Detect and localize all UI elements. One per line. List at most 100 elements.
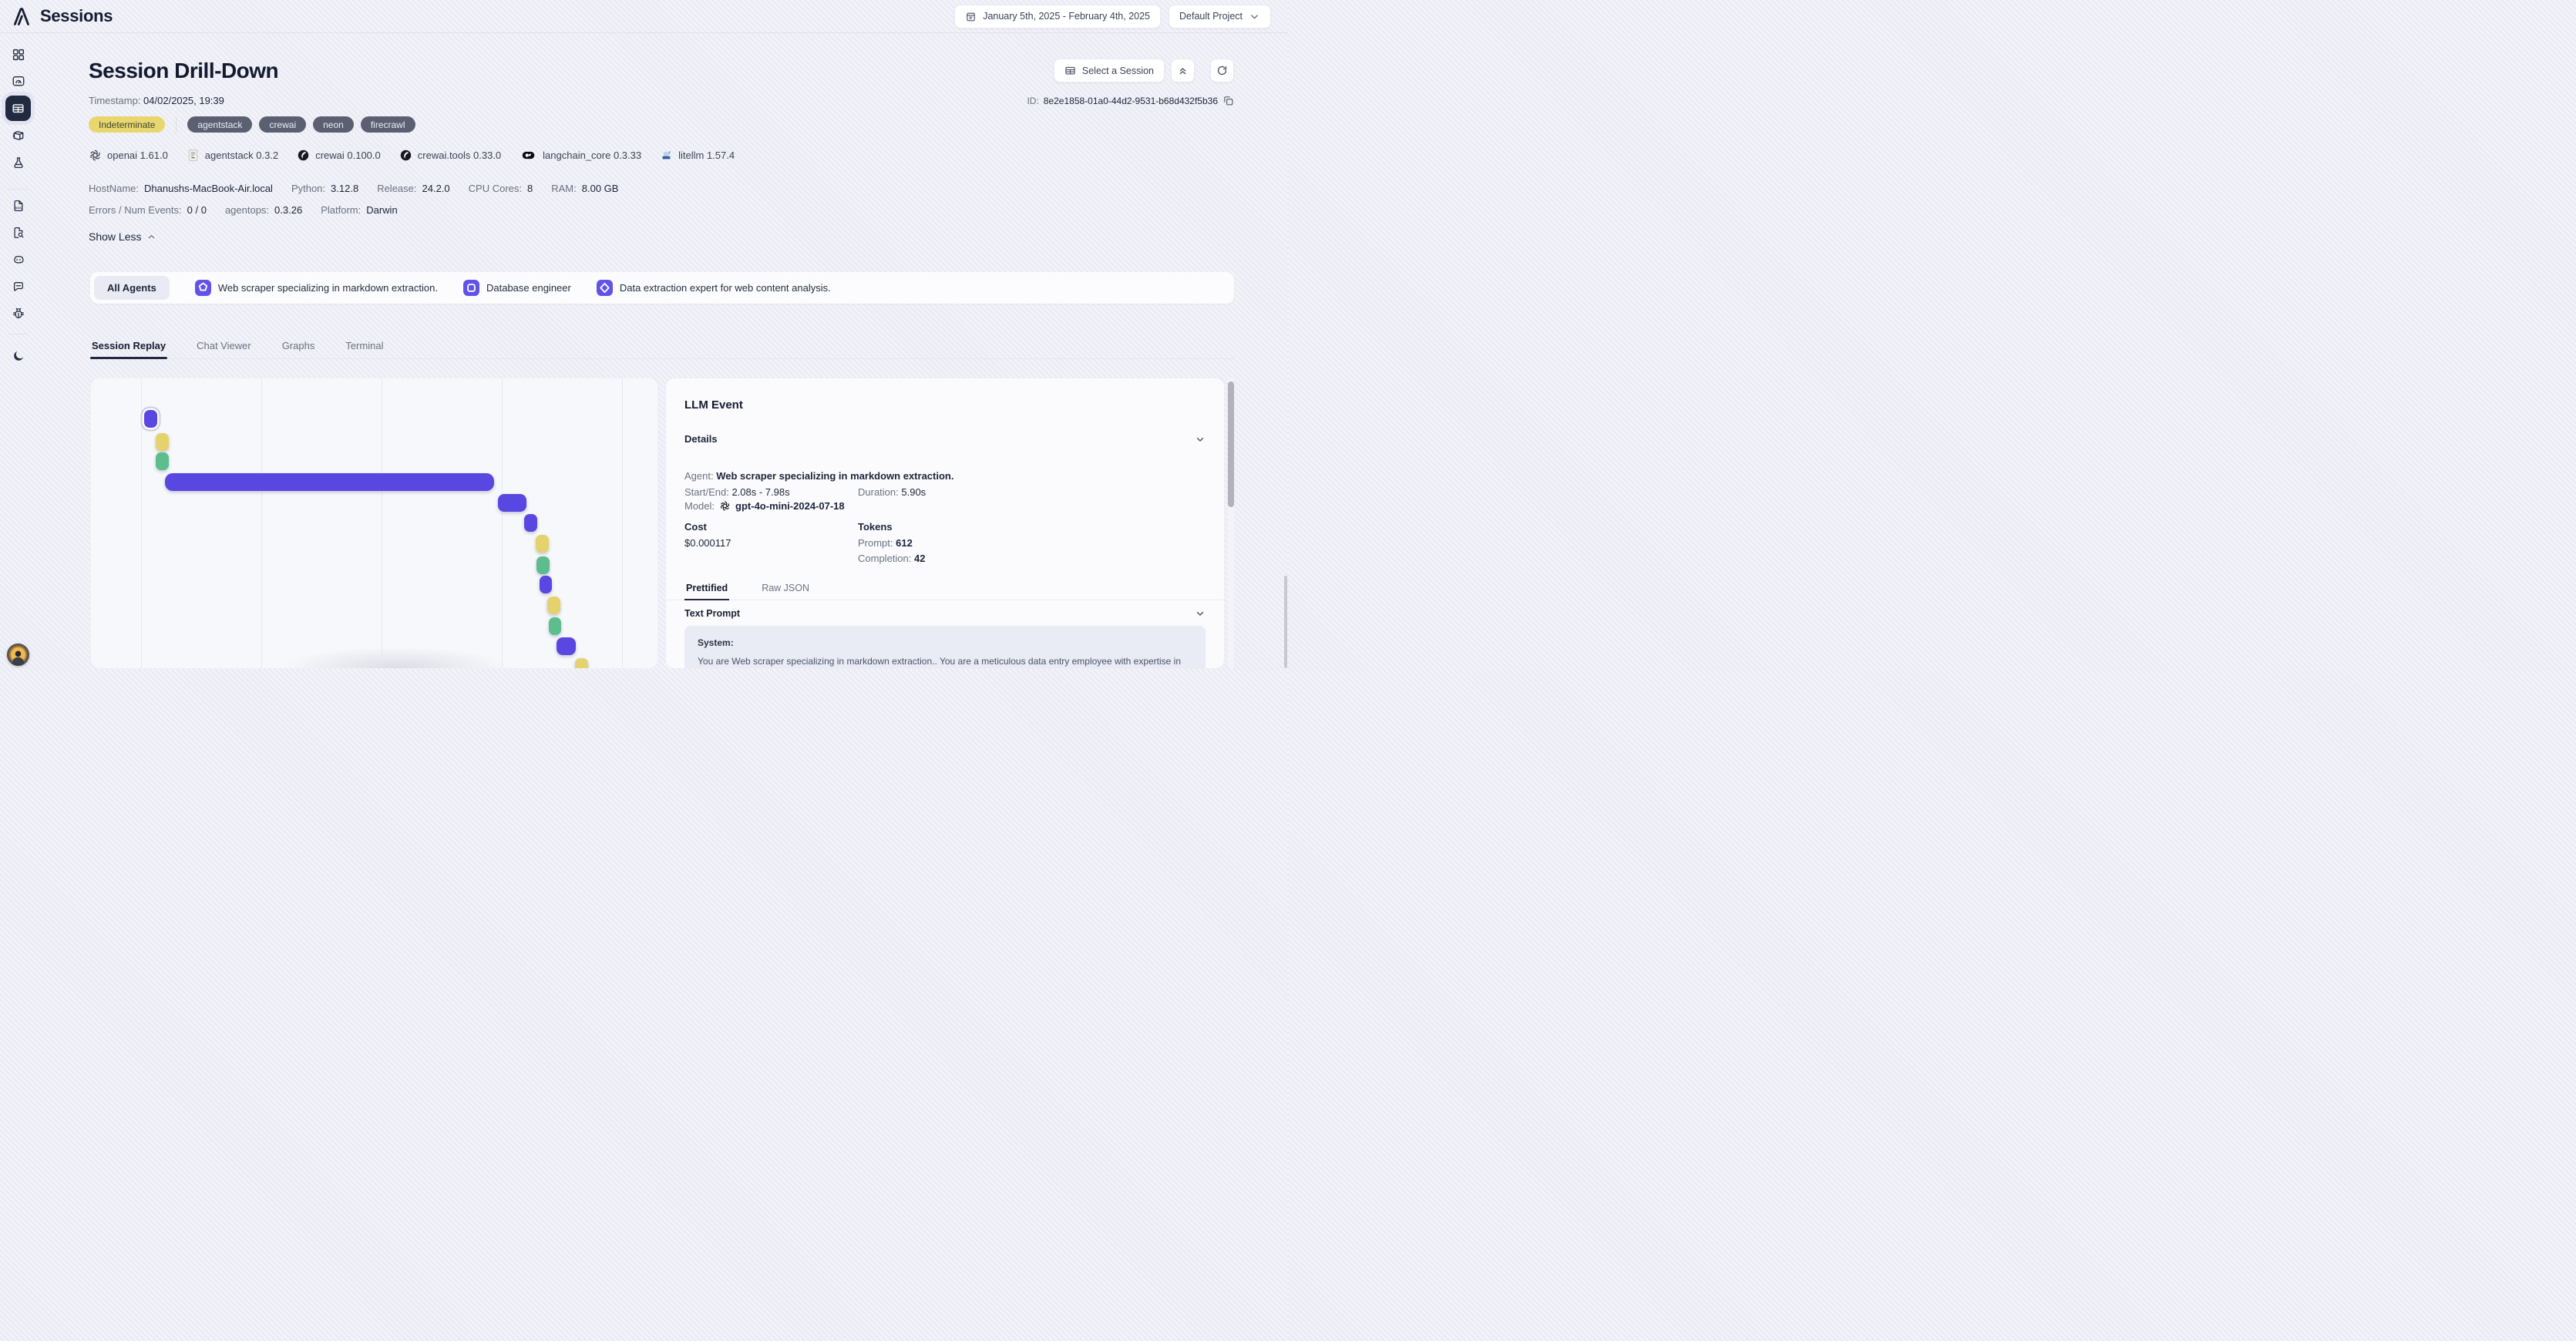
host-info-value: 0.3.26: [274, 204, 303, 216]
chevron-down-icon[interactable]: [1195, 434, 1206, 445]
brand: Sessions: [10, 5, 113, 28]
agent-item[interactable]: Data extraction expert for web content a…: [596, 280, 831, 296]
collapse-button[interactable]: [1171, 59, 1195, 82]
session-replay-chart: [90, 378, 658, 669]
view-tab-prettified[interactable]: Prettified: [684, 583, 730, 600]
gantt-bar-purple[interactable]: [524, 514, 537, 532]
page-title: Session Drill-Down: [89, 59, 279, 82]
agents-list: Web scraper specializing in markdown ext…: [170, 280, 831, 296]
show-less-button[interactable]: Show Less: [89, 230, 156, 243]
tokens-values: Prompt: 612 Completion: 42: [858, 537, 1206, 564]
date-range-picker[interactable]: January 5th, 2025 - February 4th, 2025: [954, 4, 1162, 29]
tab-graphs[interactable]: Graphs: [281, 340, 317, 358]
select-session-button[interactable]: Select a Session: [1053, 59, 1165, 82]
sidebar-item-sessions[interactable]: [5, 96, 31, 121]
page-scrollbar-thumb[interactable]: [1284, 576, 1287, 668]
host-info-value: Darwin: [366, 204, 398, 216]
gantt-bar-purple[interactable]: [557, 637, 576, 655]
openai-logo-icon: [719, 500, 731, 512]
tokens-header: Tokens: [858, 521, 893, 533]
chevron-up-icon: [149, 234, 155, 238]
duration-row: Duration: 5.90s: [858, 486, 1206, 498]
agent-label: Web scraper specializing in markdown ext…: [217, 282, 438, 294]
gridline: [622, 378, 623, 668]
chevron-down-icon[interactable]: [1195, 608, 1206, 619]
dashboard-grid-icon[interactable]: [12, 49, 25, 62]
docs-file-icon[interactable]: DOC: [12, 200, 25, 213]
project-select[interactable]: Default Project: [1169, 4, 1271, 29]
show-less-label: Show Less: [89, 230, 142, 243]
agent-identicon: [194, 280, 211, 296]
gridline: [141, 378, 142, 668]
gantt-bar-yellow[interactable]: [547, 597, 560, 614]
svg-text:DOC: DOC: [15, 206, 22, 210]
gantt-bar-yellow[interactable]: [536, 535, 549, 553]
view-tab-raw-json[interactable]: Raw JSON: [760, 583, 811, 600]
gantt-bar-yellow[interactable]: [156, 433, 169, 451]
host-info-label: Python:: [291, 183, 326, 194]
session-id-label: ID:: [1027, 95, 1039, 106]
host-info-label: Platform:: [321, 204, 362, 216]
text-prompt-header[interactable]: Text Prompt: [684, 608, 1206, 619]
agent-label: Database engineer: [486, 282, 571, 294]
host-info-value: 3.12.8: [331, 183, 359, 194]
details-header[interactable]: Details: [684, 433, 1206, 445]
tab-terminal[interactable]: Terminal: [344, 340, 385, 358]
cost-header: Cost: [684, 521, 707, 533]
gantt-bar-purple[interactable]: [144, 410, 157, 428]
title-actions: Select a Session: [1053, 59, 1234, 82]
all-agents-button[interactable]: All Agents: [94, 276, 170, 300]
file-search-icon[interactable]: [12, 227, 25, 240]
agent-value: Web scraper specializing in markdown ext…: [716, 470, 954, 482]
gantt-bar-green[interactable]: [536, 556, 550, 574]
details-label: Details: [684, 433, 718, 445]
host-info-row: HostName: Dhanushs-MacBook-Air.local Pytho…: [89, 183, 1234, 194]
start-end-value: 2.08s - 7.98s: [731, 486, 790, 498]
cards-row: LLM Event Details Agent: Web scraper spe…: [89, 378, 1234, 669]
crewai-logo-icon: [297, 149, 310, 162]
evals-flask-icon[interactable]: [12, 156, 25, 170]
gantt-bar-purple[interactable]: [540, 576, 552, 593]
gantt-bar-purple[interactable]: [165, 473, 494, 491]
host-info-label: RAM:: [551, 183, 577, 194]
gridline: [502, 378, 503, 668]
host-info-value: Dhanushs-MacBook-Air.local: [144, 183, 273, 194]
host-info-label: Release:: [377, 183, 417, 194]
sessions-table-icon: [12, 104, 24, 113]
session-id-value: 8e2e1858-01a0-44d2-9531-b68d432f5b36: [1043, 95, 1218, 106]
system-prompt-box: System: You are Web scraper specializing…: [684, 626, 1206, 668]
tab-session-replay[interactable]: Session Replay: [90, 340, 168, 359]
start-end-label: Start/End:: [684, 486, 729, 498]
duration-label: Duration:: [858, 486, 899, 498]
agentstack-logo-icon: [187, 149, 200, 162]
package-item: crewai 0.100.0: [297, 149, 381, 162]
agent-identicon: [596, 280, 613, 296]
gantt-bar-green[interactable]: [549, 617, 561, 635]
bug-report-icon[interactable]: [12, 308, 25, 321]
user-avatar[interactable]: [7, 644, 29, 666]
copy-icon[interactable]: [1222, 95, 1234, 106]
agent-item[interactable]: Web scraper specializing in markdown ext…: [194, 280, 438, 296]
package-item: agentstack 0.3.2: [187, 149, 278, 162]
host-info-label: CPU Cores:: [468, 183, 523, 194]
status-badge: Indeterminate: [89, 116, 166, 133]
panel-scrollbar-track: [1228, 378, 1234, 669]
panel-scrollbar-thumb[interactable]: [1228, 381, 1234, 507]
host-info-label: HostName:: [89, 183, 140, 194]
dark-mode-moon-icon[interactable]: [12, 350, 25, 363]
overview-gauge-icon[interactable]: [12, 75, 25, 88]
packages-box-icon[interactable]: [12, 129, 25, 143]
tab-chat-viewer[interactable]: Chat Viewer: [195, 340, 253, 358]
package-name: crewai.tools 0.33.0: [417, 150, 502, 161]
gantt-bar-green[interactable]: [156, 452, 169, 470]
refresh-button[interactable]: [1210, 59, 1234, 82]
host-info-label: agentops:: [224, 204, 270, 216]
gantt-bar-yellow[interactable]: [575, 658, 588, 668]
discord-icon[interactable]: [12, 254, 25, 267]
gantt-bar-purple[interactable]: [498, 494, 526, 512]
chevrons-up-icon: [1179, 68, 1186, 75]
app-header: Sessions January 5th, 2025 - February 4t…: [0, 0, 1288, 33]
feedback-chat-icon[interactable]: [12, 281, 25, 294]
agent-item[interactable]: Database engineer: [462, 280, 571, 296]
table-icon: [1065, 66, 1075, 75]
